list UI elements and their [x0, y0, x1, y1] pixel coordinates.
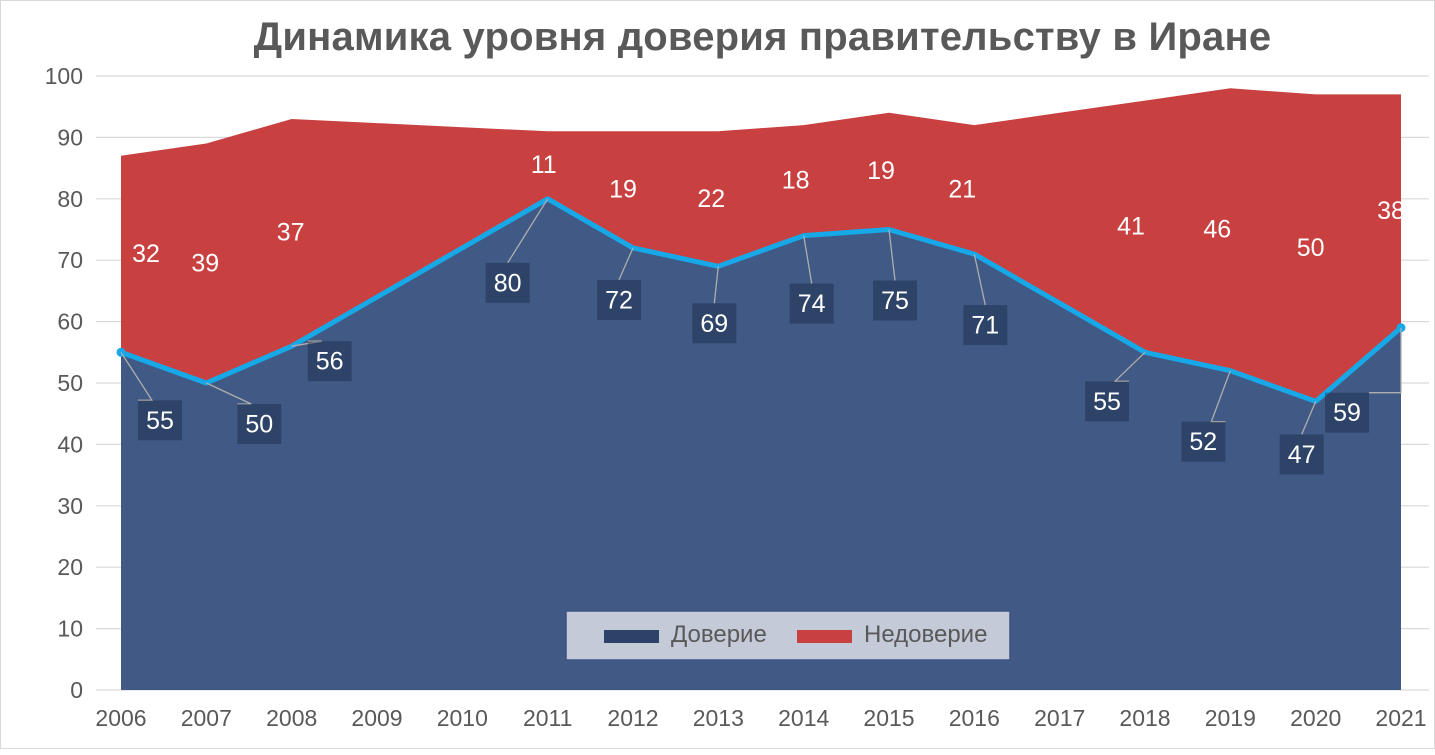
svg-text:80: 80 — [57, 186, 83, 212]
svg-text:2010: 2010 — [437, 705, 488, 731]
svg-text:2011: 2011 — [523, 705, 572, 731]
svg-text:2006: 2006 — [95, 705, 146, 731]
svg-text:71: 71 — [971, 312, 999, 340]
svg-text:52: 52 — [1189, 428, 1217, 456]
svg-text:59: 59 — [1333, 399, 1361, 427]
svg-text:50: 50 — [1297, 234, 1325, 262]
svg-text:100: 100 — [45, 63, 83, 89]
svg-text:46: 46 — [1203, 216, 1231, 244]
svg-text:2012: 2012 — [607, 705, 658, 731]
svg-text:60: 60 — [57, 309, 83, 335]
svg-text:2019: 2019 — [1205, 705, 1256, 731]
svg-text:10: 10 — [57, 616, 83, 642]
svg-text:2020: 2020 — [1290, 705, 1341, 731]
svg-text:0: 0 — [70, 677, 83, 703]
svg-text:74: 74 — [798, 290, 826, 318]
svg-text:38: 38 — [1377, 197, 1405, 225]
svg-text:37: 37 — [277, 219, 305, 247]
svg-text:75: 75 — [881, 287, 909, 315]
svg-text:32: 32 — [132, 240, 160, 268]
svg-text:69: 69 — [700, 310, 728, 338]
svg-text:21: 21 — [948, 176, 976, 204]
svg-text:2017: 2017 — [1034, 705, 1085, 731]
svg-text:55: 55 — [1093, 388, 1121, 416]
svg-text:2007: 2007 — [181, 705, 232, 731]
svg-text:2009: 2009 — [351, 705, 402, 731]
svg-text:40: 40 — [57, 431, 83, 457]
svg-text:2015: 2015 — [863, 705, 914, 731]
svg-text:20: 20 — [57, 554, 83, 580]
svg-text:30: 30 — [57, 493, 83, 519]
svg-text:39: 39 — [191, 249, 219, 277]
svg-text:Недоверие: Недоверие — [864, 621, 987, 648]
svg-text:18: 18 — [782, 166, 810, 194]
svg-text:80: 80 — [494, 269, 522, 297]
svg-text:2014: 2014 — [778, 705, 829, 731]
svg-text:2008: 2008 — [266, 705, 317, 731]
svg-text:50: 50 — [245, 411, 273, 439]
svg-text:2021: 2021 — [1375, 705, 1426, 731]
svg-text:19: 19 — [609, 176, 637, 204]
svg-text:22: 22 — [697, 185, 725, 213]
svg-text:41: 41 — [1117, 212, 1145, 240]
svg-text:19: 19 — [867, 157, 895, 185]
svg-text:47: 47 — [1288, 441, 1316, 469]
svg-text:72: 72 — [605, 286, 633, 314]
svg-text:2016: 2016 — [949, 705, 1000, 731]
svg-text:11: 11 — [531, 151, 557, 179]
svg-text:56: 56 — [316, 348, 344, 376]
svg-text:50: 50 — [57, 370, 83, 396]
svg-text:55: 55 — [146, 407, 174, 435]
svg-text:70: 70 — [57, 247, 83, 273]
svg-text:2018: 2018 — [1119, 705, 1170, 731]
svg-text:2013: 2013 — [693, 705, 744, 731]
svg-text:Доверие: Доверие — [671, 621, 767, 648]
svg-text:90: 90 — [57, 124, 83, 150]
